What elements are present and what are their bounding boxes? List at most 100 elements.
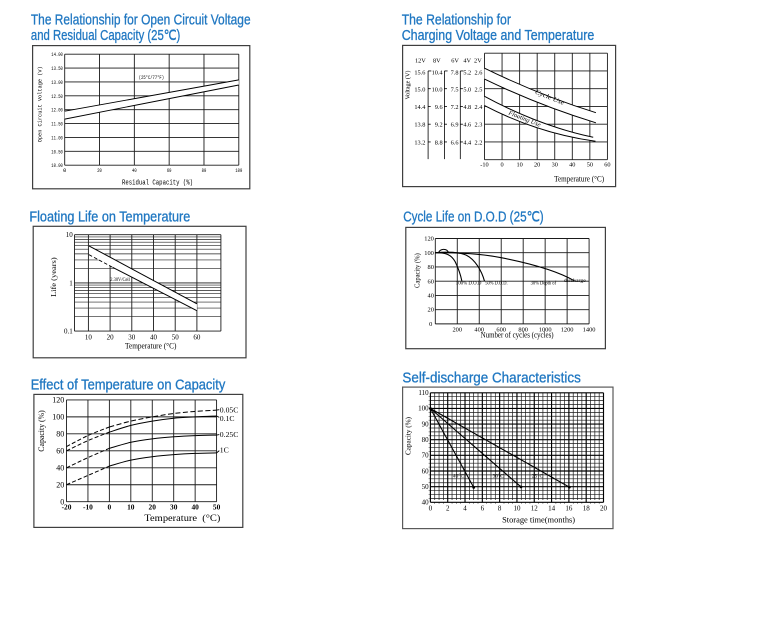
svg-text:80: 80 <box>422 436 430 444</box>
svg-text:The Relationship for Open Circ: The Relationship for Open Circuit Voltag… <box>31 13 251 29</box>
svg-text:0.1: 0.1 <box>64 328 73 336</box>
svg-text:13.50: 13.50 <box>51 65 63 72</box>
svg-text:Voltage (V): Voltage (V) <box>405 71 412 100</box>
svg-text:30: 30 <box>170 502 178 511</box>
svg-text:Open Circuit Voltage (V): Open Circuit Voltage (V) <box>36 66 43 142</box>
svg-text:4.6: 4.6 <box>463 122 471 129</box>
svg-text:13.00: 13.00 <box>51 79 63 86</box>
svg-text:11.50: 11.50 <box>51 121 63 128</box>
svg-text:5.0: 5.0 <box>463 87 471 94</box>
svg-text:(25°C/77°F): (25°C/77°F) <box>139 75 164 81</box>
svg-text:40: 40 <box>132 167 137 174</box>
svg-text:8V: 8V <box>433 58 441 65</box>
svg-text:120: 120 <box>52 396 64 405</box>
svg-text:0: 0 <box>108 502 112 511</box>
svg-text:8: 8 <box>498 504 502 512</box>
svg-text:0.05C: 0.05C <box>220 405 239 414</box>
svg-text:Floating Life on Temperature: Floating Life on Temperature <box>29 210 190 226</box>
svg-text:100: 100 <box>52 412 64 421</box>
svg-text:6: 6 <box>481 504 485 512</box>
svg-text:1400: 1400 <box>583 326 596 333</box>
svg-text:9.2: 9.2 <box>435 122 443 129</box>
svg-text:0: 0 <box>60 497 64 506</box>
svg-text:20: 20 <box>149 502 157 511</box>
svg-text:14.00: 14.00 <box>51 51 63 58</box>
svg-text:2.2: 2.2 <box>475 139 483 146</box>
svg-text:10: 10 <box>516 161 522 168</box>
svg-text:90: 90 <box>422 420 430 428</box>
svg-text:80: 80 <box>56 429 64 438</box>
svg-text:16: 16 <box>565 504 573 512</box>
svg-text:-10: -10 <box>83 502 93 511</box>
svg-text:2.5: 2.5 <box>475 87 483 94</box>
svg-text:20: 20 <box>107 334 115 342</box>
svg-text:30: 30 <box>552 161 558 168</box>
svg-text:12V: 12V <box>415 58 426 65</box>
svg-text:2.4: 2.4 <box>475 104 484 111</box>
svg-text:6.9: 6.9 <box>451 122 459 129</box>
svg-text:Capacity (%): Capacity (%) <box>412 253 421 288</box>
svg-text:discharge: discharge <box>564 279 586 284</box>
svg-text:80: 80 <box>202 167 207 174</box>
svg-text:80: 80 <box>428 264 434 271</box>
svg-text:and Residual Capacity (25℃): and Residual Capacity (25℃) <box>31 28 180 44</box>
svg-text:10: 10 <box>513 504 521 512</box>
svg-text:1200: 1200 <box>561 326 574 333</box>
svg-text:30% Depth of: 30% Depth of <box>531 282 557 287</box>
svg-text:2.6: 2.6 <box>475 70 483 77</box>
svg-text:0: 0 <box>429 504 433 512</box>
svg-text:15.6: 15.6 <box>414 70 425 77</box>
svg-text:0.1C: 0.1C <box>220 414 235 423</box>
svg-text:50: 50 <box>213 502 221 511</box>
svg-text:Capacity (%): Capacity (%) <box>404 416 413 455</box>
svg-text:20: 20 <box>428 307 434 314</box>
svg-text:60: 60 <box>167 167 172 174</box>
svg-text:4.8: 4.8 <box>463 104 471 111</box>
svg-text:0: 0 <box>63 167 67 174</box>
svg-text:40: 40 <box>569 161 575 168</box>
svg-text:Temperature (°C): Temperature (°C) <box>144 513 220 523</box>
svg-text:2.3: 2.3 <box>475 122 483 129</box>
svg-text:1: 1 <box>69 279 73 287</box>
svg-text:8.8: 8.8 <box>435 139 443 146</box>
svg-text:100: 100 <box>418 405 429 413</box>
svg-text:60: 60 <box>422 467 430 475</box>
svg-text:6.6: 6.6 <box>451 139 459 146</box>
svg-text:110: 110 <box>418 389 429 397</box>
svg-text:10.50: 10.50 <box>51 148 63 155</box>
svg-text:0.25C: 0.25C <box>220 430 239 439</box>
svg-text:60: 60 <box>604 161 610 168</box>
svg-text:60: 60 <box>428 278 434 285</box>
svg-text:200: 200 <box>452 326 462 333</box>
svg-text:Floating Use: Floating Use <box>506 109 541 129</box>
svg-text:30°C: 30°C <box>493 473 505 480</box>
svg-text:Cycle Life on D.O.D (25℃): Cycle Life on D.O.D (25℃) <box>403 210 543 226</box>
svg-text:Temperature (°C): Temperature (°C) <box>554 174 604 183</box>
svg-text:12.50: 12.50 <box>51 93 63 100</box>
svg-text:40: 40 <box>56 463 64 472</box>
svg-text:800: 800 <box>518 326 528 333</box>
svg-text:9.6: 9.6 <box>435 104 443 111</box>
svg-text:15.0: 15.0 <box>414 87 425 94</box>
svg-text:13.2: 13.2 <box>414 139 425 146</box>
svg-text:60: 60 <box>193 334 201 342</box>
svg-text:600: 600 <box>496 326 506 333</box>
svg-text:40: 40 <box>191 502 199 511</box>
svg-text:10.0: 10.0 <box>432 87 443 94</box>
svg-text:7.8: 7.8 <box>451 70 459 77</box>
svg-text:7.5: 7.5 <box>451 87 459 94</box>
svg-text:Residual Capacity (%): Residual Capacity (%) <box>122 179 193 187</box>
svg-text:10: 10 <box>85 334 93 342</box>
svg-text:The Relationship for: The Relationship for <box>402 13 511 29</box>
svg-text:6V: 6V <box>451 58 459 65</box>
svg-text:100: 100 <box>424 250 434 257</box>
svg-text:40: 40 <box>150 334 158 342</box>
svg-text:4V: 4V <box>463 58 471 65</box>
svg-text:50: 50 <box>172 334 180 342</box>
svg-text:2V: 2V <box>474 58 482 65</box>
svg-text:120: 120 <box>424 236 434 243</box>
svg-text:70: 70 <box>422 452 430 460</box>
svg-text:25°C: 25°C <box>532 473 544 480</box>
svg-text:Life (years): Life (years) <box>50 257 58 298</box>
svg-text:14: 14 <box>548 504 556 512</box>
